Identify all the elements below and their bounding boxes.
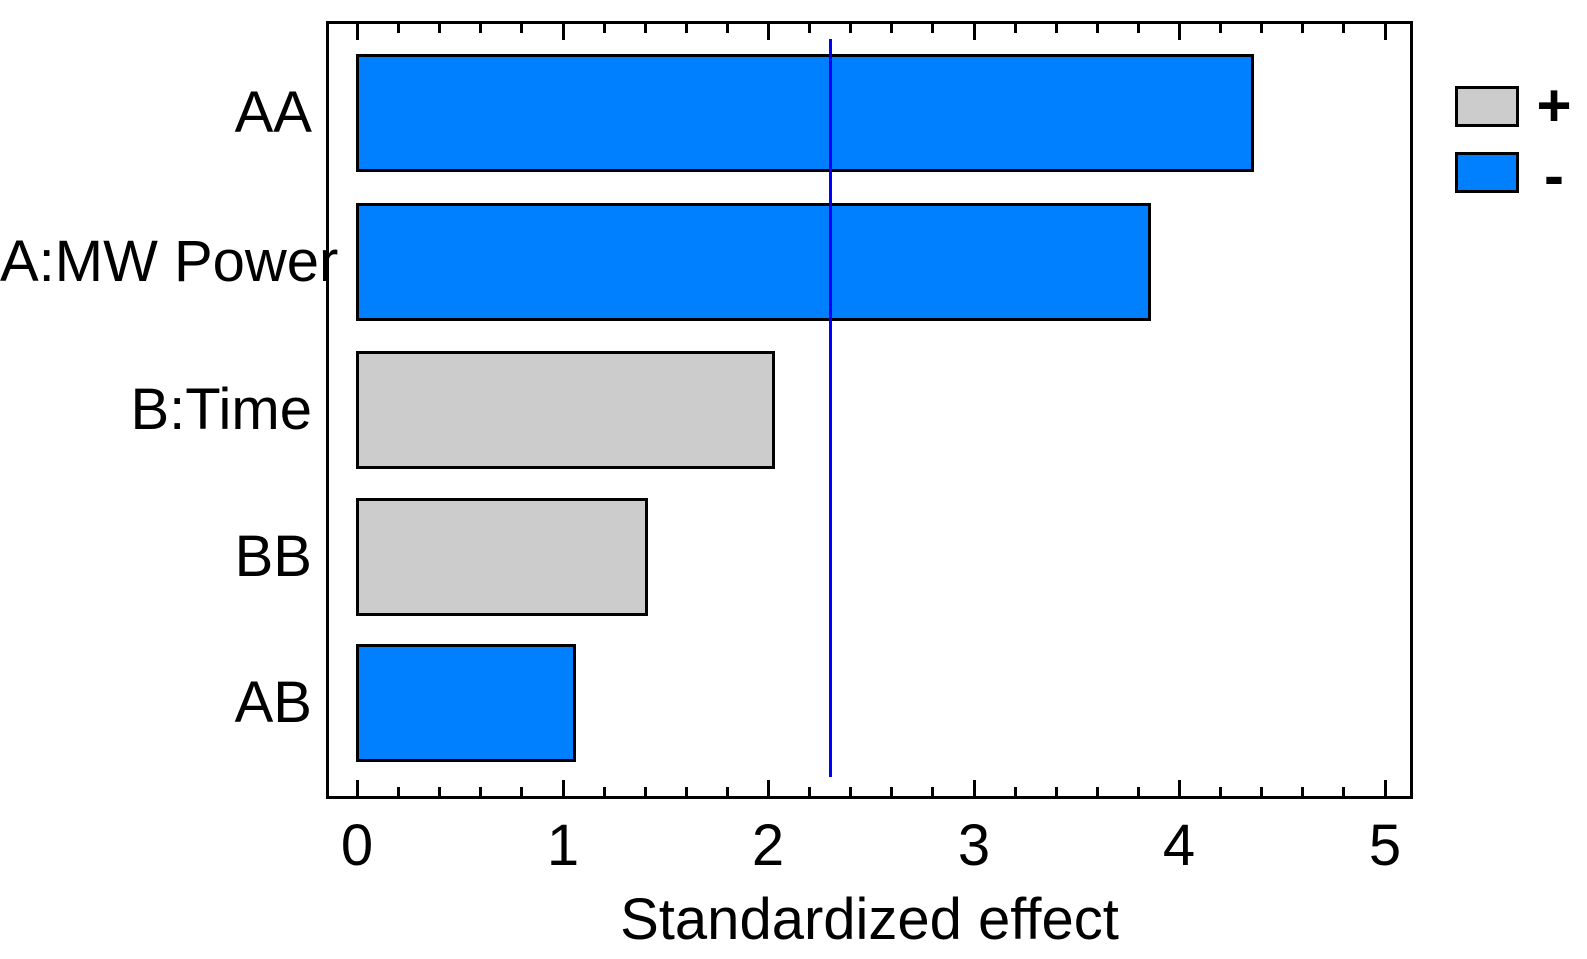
minor-tick	[1014, 787, 1017, 796]
category-label: A:MW Power	[0, 229, 339, 294]
major-tick	[562, 24, 565, 40]
minor-tick	[1055, 787, 1058, 796]
minor-tick	[438, 787, 441, 796]
major-tick	[1178, 780, 1181, 796]
minor-tick	[603, 787, 606, 796]
minor-tick	[644, 24, 647, 33]
minor-tick	[644, 787, 647, 796]
minor-tick	[726, 24, 729, 33]
bar	[356, 498, 648, 616]
minor-tick	[685, 24, 688, 33]
x-tick-label: 0	[340, 813, 374, 878]
minor-tick	[849, 787, 852, 796]
minor-tick	[438, 24, 441, 33]
major-tick	[973, 780, 976, 796]
minor-tick	[1137, 24, 1140, 33]
category-label: AA	[234, 80, 312, 145]
minor-tick	[520, 787, 523, 796]
legend-label-positive: +	[1536, 72, 1572, 139]
bar	[356, 351, 775, 469]
major-tick	[1384, 780, 1387, 796]
minor-tick	[1301, 787, 1304, 796]
x-axis-title: Standardized effect	[620, 887, 1119, 952]
minor-tick	[1014, 24, 1017, 33]
minor-tick	[931, 24, 934, 33]
x-tick-label: 1	[546, 813, 580, 878]
minor-tick	[1219, 24, 1222, 33]
minor-tick	[1219, 787, 1222, 796]
minor-tick	[1096, 24, 1099, 33]
minor-tick	[1260, 787, 1263, 796]
x-tick-label: 3	[957, 813, 991, 878]
category-label: B:Time	[130, 377, 312, 442]
major-tick	[767, 24, 770, 40]
major-tick	[562, 780, 565, 796]
minor-tick	[1342, 787, 1345, 796]
x-tick-label: 2	[751, 813, 785, 878]
minor-tick	[603, 24, 606, 33]
bar	[356, 54, 1254, 172]
minor-tick	[685, 787, 688, 796]
category-label: AB	[234, 670, 312, 735]
bar	[356, 644, 576, 762]
minor-tick	[808, 787, 811, 796]
legend-swatch-negative	[1455, 152, 1519, 193]
minor-tick	[1260, 24, 1263, 33]
major-tick	[767, 780, 770, 796]
minor-tick	[849, 24, 852, 33]
category-label: BB	[234, 524, 312, 589]
minor-tick	[808, 24, 811, 33]
major-tick	[356, 780, 359, 796]
minor-tick	[479, 787, 482, 796]
significance-reference-line	[829, 39, 832, 777]
minor-tick	[1096, 787, 1099, 796]
minor-tick	[726, 787, 729, 796]
minor-tick	[479, 24, 482, 33]
minor-tick	[1055, 24, 1058, 33]
legend-swatch-positive	[1455, 86, 1519, 127]
minor-tick	[397, 787, 400, 796]
minor-tick	[520, 24, 523, 33]
major-tick	[1178, 24, 1181, 40]
bar	[356, 203, 1151, 321]
x-tick-label: 5	[1368, 813, 1402, 878]
minor-tick	[397, 24, 400, 33]
major-tick	[1384, 24, 1387, 40]
minor-tick	[1137, 787, 1140, 796]
major-tick	[973, 24, 976, 40]
legend-label-negative: -	[1544, 142, 1564, 209]
minor-tick	[890, 24, 893, 33]
major-tick	[356, 24, 359, 40]
x-tick-label: 4	[1162, 813, 1196, 878]
minor-tick	[931, 787, 934, 796]
minor-tick	[890, 787, 893, 796]
minor-tick	[1301, 24, 1304, 33]
minor-tick	[1342, 24, 1345, 33]
